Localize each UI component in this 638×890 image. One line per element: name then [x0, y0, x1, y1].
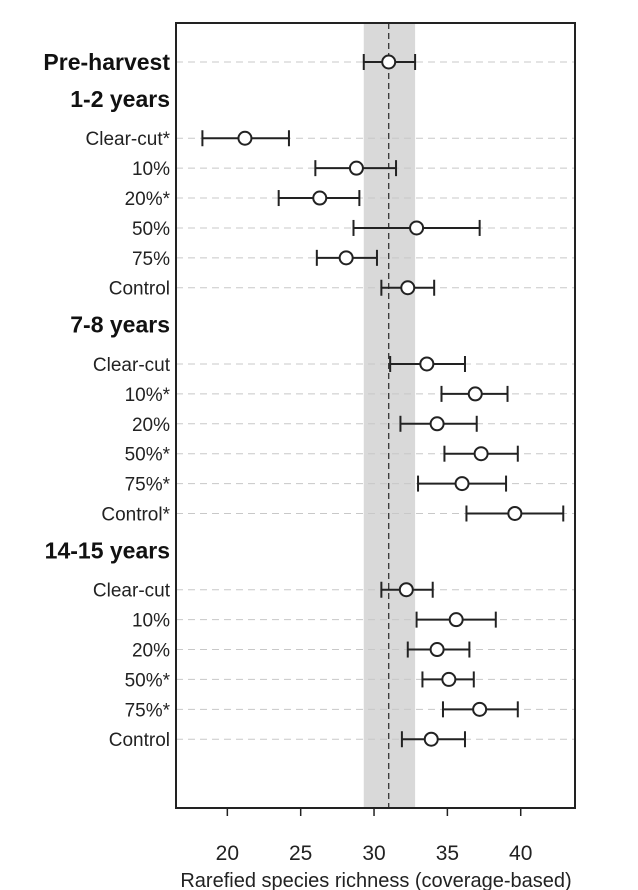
row-label: Control* [101, 504, 170, 525]
point-estimate [441, 671, 457, 687]
x-tick-label: 25 [289, 842, 312, 865]
row-label: 20% [132, 641, 170, 662]
x-tick-label: 35 [436, 842, 459, 865]
point-estimate [348, 160, 364, 176]
point-estimate [312, 190, 328, 206]
row-label: Clear-cut [93, 355, 171, 376]
row-label: Clear-cut* [86, 129, 171, 150]
point-estimate [472, 701, 488, 717]
point-estimate [429, 416, 445, 432]
row-label: 10% [132, 611, 170, 632]
row-label: 20% [132, 415, 170, 436]
point-estimate [400, 280, 416, 296]
row-label: Control [109, 730, 170, 751]
point-estimate [423, 731, 439, 747]
x-axis-title: Rarefied species richness (coverage-base… [180, 870, 571, 890]
group-heading: 1-2 years [70, 86, 170, 112]
row-label: 20%* [125, 189, 171, 210]
point-estimate [398, 582, 414, 598]
point-estimate [381, 54, 397, 70]
row-label: 75%* [125, 700, 171, 721]
point-estimate [338, 250, 354, 266]
group-heading: 14-15 years [45, 537, 170, 563]
row-label: 50%* [125, 445, 171, 466]
x-tick-label: 30 [362, 842, 385, 865]
group-heading: 7-8 years [70, 312, 170, 338]
row-label: 50%* [125, 670, 171, 691]
point-estimate [237, 130, 253, 146]
point-estimate [448, 612, 464, 628]
point-estimate [507, 505, 523, 521]
row-label: Clear-cut [93, 581, 171, 602]
reference-band [363, 23, 416, 808]
point-estimate [473, 446, 489, 462]
point-estimate [419, 356, 435, 372]
row-label: Control [109, 279, 170, 300]
point-estimate [429, 642, 445, 658]
point-estimate [467, 386, 483, 402]
row-label: 75%* [125, 475, 171, 496]
x-tick-label: 40 [509, 842, 532, 865]
point-estimate [454, 476, 470, 492]
x-tick-label: 20 [216, 842, 239, 865]
row-label: 10% [132, 159, 170, 180]
row-label: 50% [132, 219, 170, 240]
plot-frame [175, 22, 576, 809]
row-label: 10%* [125, 385, 171, 406]
group-heading: Pre-harvest [43, 49, 170, 75]
point-estimate [409, 220, 425, 236]
row-label: 75% [132, 249, 170, 270]
